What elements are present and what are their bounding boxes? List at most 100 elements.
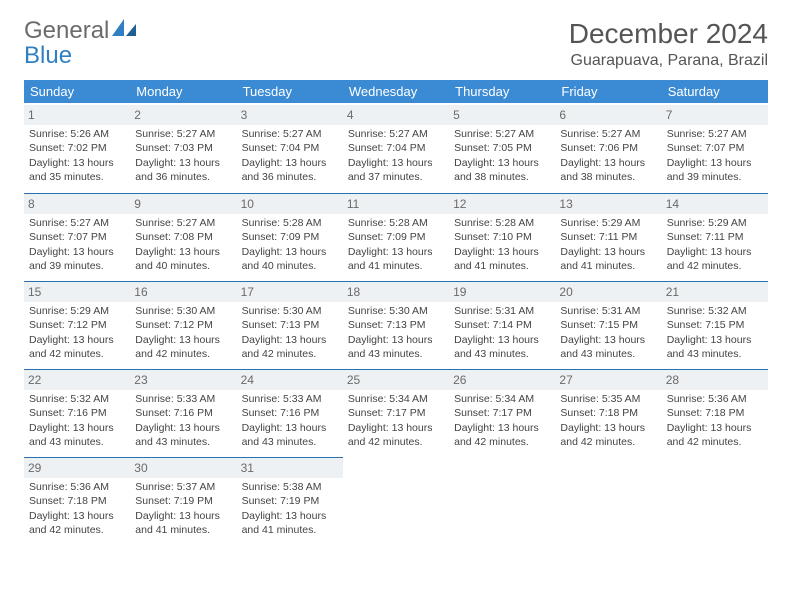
day-number: 23	[130, 369, 236, 390]
day-number: 10	[237, 193, 343, 214]
calendar-body: 1Sunrise: 5:26 AMSunset: 7:02 PMDaylight…	[24, 103, 768, 543]
calendar-day-cell: 26Sunrise: 5:34 AMSunset: 7:17 PMDayligh…	[449, 367, 555, 455]
day-number: 25	[343, 369, 449, 390]
calendar-day-cell: .	[343, 455, 449, 543]
calendar-day-cell: 12Sunrise: 5:28 AMSunset: 7:10 PMDayligh…	[449, 191, 555, 279]
day-number: 1	[24, 105, 130, 125]
day-details: Sunrise: 5:29 AMSunset: 7:12 PMDaylight:…	[28, 304, 126, 361]
day-number: 4	[343, 105, 449, 125]
weekday-header: Sunday	[24, 80, 130, 103]
calendar-day-cell: 1Sunrise: 5:26 AMSunset: 7:02 PMDaylight…	[24, 103, 130, 191]
logo-word1: General	[24, 17, 109, 44]
calendar-day-cell: 25Sunrise: 5:34 AMSunset: 7:17 PMDayligh…	[343, 367, 449, 455]
weekday-header: Friday	[555, 80, 661, 103]
calendar-day-cell: 2Sunrise: 5:27 AMSunset: 7:03 PMDaylight…	[130, 103, 236, 191]
day-details: Sunrise: 5:33 AMSunset: 7:16 PMDaylight:…	[134, 392, 232, 449]
calendar-day-cell: 14Sunrise: 5:29 AMSunset: 7:11 PMDayligh…	[662, 191, 768, 279]
weekday-header-row: SundayMondayTuesdayWednesdayThursdayFrid…	[24, 80, 768, 103]
day-details: Sunrise: 5:27 AMSunset: 7:07 PMDaylight:…	[666, 127, 764, 184]
day-number: 18	[343, 281, 449, 302]
day-details: Sunrise: 5:34 AMSunset: 7:17 PMDaylight:…	[453, 392, 551, 449]
day-details: Sunrise: 5:34 AMSunset: 7:17 PMDaylight:…	[347, 392, 445, 449]
day-number: 31	[237, 457, 343, 478]
calendar-day-cell: .	[555, 455, 661, 543]
calendar-day-cell: 28Sunrise: 5:36 AMSunset: 7:18 PMDayligh…	[662, 367, 768, 455]
logo: GeneralBlue	[24, 18, 139, 68]
day-details: Sunrise: 5:32 AMSunset: 7:16 PMDaylight:…	[28, 392, 126, 449]
calendar-day-cell: 19Sunrise: 5:31 AMSunset: 7:14 PMDayligh…	[449, 279, 555, 367]
day-details: Sunrise: 5:31 AMSunset: 7:14 PMDaylight:…	[453, 304, 551, 361]
day-details: Sunrise: 5:37 AMSunset: 7:19 PMDaylight:…	[134, 480, 232, 537]
calendar-day-cell: 30Sunrise: 5:37 AMSunset: 7:19 PMDayligh…	[130, 455, 236, 543]
day-details: Sunrise: 5:30 AMSunset: 7:13 PMDaylight:…	[347, 304, 445, 361]
day-number: 16	[130, 281, 236, 302]
day-number: 30	[130, 457, 236, 478]
calendar-day-cell: 27Sunrise: 5:35 AMSunset: 7:18 PMDayligh…	[555, 367, 661, 455]
calendar-day-cell: 31Sunrise: 5:38 AMSunset: 7:19 PMDayligh…	[237, 455, 343, 543]
day-number: 24	[237, 369, 343, 390]
weekday-header: Monday	[130, 80, 236, 103]
day-details: Sunrise: 5:27 AMSunset: 7:04 PMDaylight:…	[241, 127, 339, 184]
calendar-day-cell: 5Sunrise: 5:27 AMSunset: 7:05 PMDaylight…	[449, 103, 555, 191]
calendar-day-cell: 21Sunrise: 5:32 AMSunset: 7:15 PMDayligh…	[662, 279, 768, 367]
day-number: 3	[237, 105, 343, 125]
day-details: Sunrise: 5:36 AMSunset: 7:18 PMDaylight:…	[666, 392, 764, 449]
calendar-day-cell: 23Sunrise: 5:33 AMSunset: 7:16 PMDayligh…	[130, 367, 236, 455]
day-number: 17	[237, 281, 343, 302]
day-number: 21	[662, 281, 768, 302]
location: Guarapuava, Parana, Brazil	[569, 52, 768, 70]
day-details: Sunrise: 5:32 AMSunset: 7:15 PMDaylight:…	[666, 304, 764, 361]
weekday-header: Saturday	[662, 80, 768, 103]
calendar-day-cell: 7Sunrise: 5:27 AMSunset: 7:07 PMDaylight…	[662, 103, 768, 191]
day-number: 12	[449, 193, 555, 214]
calendar-day-cell: 13Sunrise: 5:29 AMSunset: 7:11 PMDayligh…	[555, 191, 661, 279]
day-number: 22	[24, 369, 130, 390]
day-details: Sunrise: 5:29 AMSunset: 7:11 PMDaylight:…	[559, 216, 657, 273]
calendar-week-row: 29Sunrise: 5:36 AMSunset: 7:18 PMDayligh…	[24, 455, 768, 543]
day-number: 19	[449, 281, 555, 302]
page-title: December 2024	[569, 18, 768, 50]
calendar-day-cell: 22Sunrise: 5:32 AMSunset: 7:16 PMDayligh…	[24, 367, 130, 455]
weekday-header: Tuesday	[237, 80, 343, 103]
weekday-header: Wednesday	[343, 80, 449, 103]
day-details: Sunrise: 5:33 AMSunset: 7:16 PMDaylight:…	[241, 392, 339, 449]
day-details: Sunrise: 5:28 AMSunset: 7:09 PMDaylight:…	[241, 216, 339, 273]
day-number: 8	[24, 193, 130, 214]
day-details: Sunrise: 5:35 AMSunset: 7:18 PMDaylight:…	[559, 392, 657, 449]
calendar-day-cell: 8Sunrise: 5:27 AMSunset: 7:07 PMDaylight…	[24, 191, 130, 279]
day-details: Sunrise: 5:36 AMSunset: 7:18 PMDaylight:…	[28, 480, 126, 537]
day-details: Sunrise: 5:27 AMSunset: 7:07 PMDaylight:…	[28, 216, 126, 273]
calendar-day-cell: .	[449, 455, 555, 543]
day-number: 28	[662, 369, 768, 390]
calendar-day-cell: 16Sunrise: 5:30 AMSunset: 7:12 PMDayligh…	[130, 279, 236, 367]
calendar-day-cell: .	[662, 455, 768, 543]
day-number: 15	[24, 281, 130, 302]
calendar-week-row: 15Sunrise: 5:29 AMSunset: 7:12 PMDayligh…	[24, 279, 768, 367]
day-number: 11	[343, 193, 449, 214]
day-details: Sunrise: 5:26 AMSunset: 7:02 PMDaylight:…	[28, 127, 126, 184]
calendar-week-row: 1Sunrise: 5:26 AMSunset: 7:02 PMDaylight…	[24, 103, 768, 191]
calendar-day-cell: 18Sunrise: 5:30 AMSunset: 7:13 PMDayligh…	[343, 279, 449, 367]
day-details: Sunrise: 5:27 AMSunset: 7:03 PMDaylight:…	[134, 127, 232, 184]
day-number: 20	[555, 281, 661, 302]
calendar-day-cell: 6Sunrise: 5:27 AMSunset: 7:06 PMDaylight…	[555, 103, 661, 191]
day-number: 6	[555, 105, 661, 125]
calendar-day-cell: 9Sunrise: 5:27 AMSunset: 7:08 PMDaylight…	[130, 191, 236, 279]
day-details: Sunrise: 5:31 AMSunset: 7:15 PMDaylight:…	[559, 304, 657, 361]
calendar-day-cell: 11Sunrise: 5:28 AMSunset: 7:09 PMDayligh…	[343, 191, 449, 279]
day-details: Sunrise: 5:38 AMSunset: 7:19 PMDaylight:…	[241, 480, 339, 537]
day-details: Sunrise: 5:30 AMSunset: 7:13 PMDaylight:…	[241, 304, 339, 361]
day-details: Sunrise: 5:27 AMSunset: 7:04 PMDaylight:…	[347, 127, 445, 184]
weekday-header: Thursday	[449, 80, 555, 103]
day-details: Sunrise: 5:29 AMSunset: 7:11 PMDaylight:…	[666, 216, 764, 273]
calendar-day-cell: 20Sunrise: 5:31 AMSunset: 7:15 PMDayligh…	[555, 279, 661, 367]
logo-word2: Blue	[24, 42, 72, 69]
sail-icon	[111, 18, 139, 38]
header: GeneralBlue December 2024 Guarapuava, Pa…	[24, 18, 768, 70]
calendar-week-row: 8Sunrise: 5:27 AMSunset: 7:07 PMDaylight…	[24, 191, 768, 279]
day-number: 5	[449, 105, 555, 125]
day-number: 9	[130, 193, 236, 214]
calendar-day-cell: 3Sunrise: 5:27 AMSunset: 7:04 PMDaylight…	[237, 103, 343, 191]
day-number: 27	[555, 369, 661, 390]
calendar-day-cell: 24Sunrise: 5:33 AMSunset: 7:16 PMDayligh…	[237, 367, 343, 455]
